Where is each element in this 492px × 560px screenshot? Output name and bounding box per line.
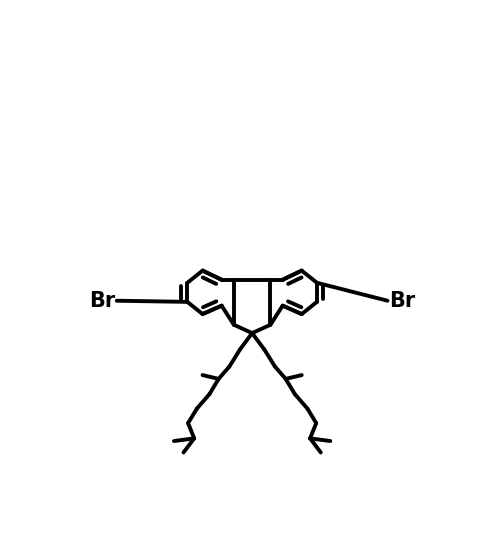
Text: Br: Br [390, 291, 416, 311]
Text: Br: Br [89, 291, 115, 311]
